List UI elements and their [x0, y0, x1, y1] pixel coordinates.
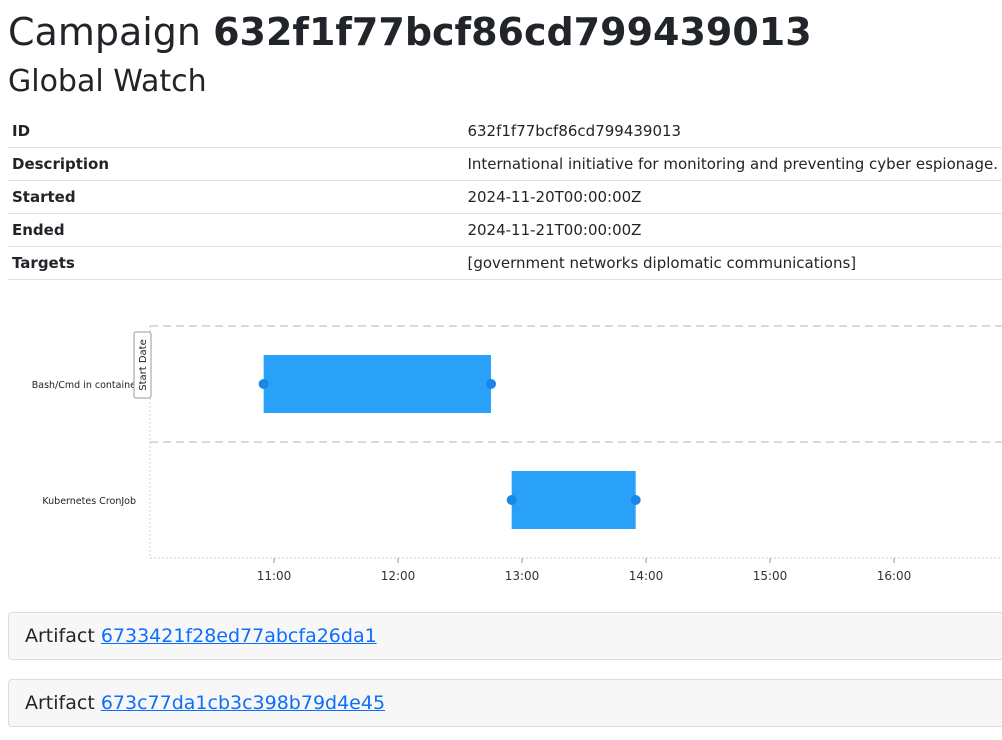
bar-start-point[interactable] [258, 379, 269, 389]
timeline-chart[interactable]: 11:00 12:00 13:00 14:00 15:00 16:00 Bash/Cmd i… [0, 318, 1002, 598]
campaign-info-table: ID 632f1f77bcf86cd799439013 Description … [8, 115, 1002, 280]
info-key: Targets [8, 246, 464, 280]
title-prefix: Campaign [8, 10, 202, 54]
artifact-label: Artifact [25, 625, 95, 647]
info-value: 2024-11-21T00:00:00Z [463, 213, 1002, 247]
info-row-targets: Targets [government networks diplomatic … [8, 246, 1002, 280]
x-tick-label: 12:00 [381, 569, 416, 583]
info-row-id: ID 632f1f77bcf86cd799439013 [8, 115, 1002, 148]
info-key: ID [8, 115, 464, 148]
info-key: Started [8, 180, 464, 214]
x-tick-label: 15:00 [753, 569, 788, 583]
bar-end-point[interactable] [486, 379, 496, 389]
artifact-link[interactable]: 6733421f28ed77abcfa26da1 [100, 625, 377, 647]
info-key: Description [8, 147, 464, 181]
info-value: 632f1f77bcf86cd799439013 [463, 115, 1002, 148]
x-tick-label: 11:00 [257, 569, 292, 583]
category-label: Kubernetes CronJob [42, 496, 136, 507]
artifact-label: Artifact [25, 692, 95, 714]
bar-start-point[interactable] [506, 495, 517, 505]
info-key: Ended [8, 213, 464, 247]
timeline-chart-svg[interactable]: 11:00 12:00 13:00 14:00 15:00 16:00 Bash/Cmd i… [0, 318, 1002, 598]
start-date-tag: Start Date [138, 339, 149, 391]
x-tick-label: 13:00 [505, 569, 540, 583]
info-value: 2024-11-20T00:00:00Z [463, 180, 1002, 214]
category-label: Bash/Cmd in containe [32, 380, 136, 391]
artifact-card: Artifact 673c77da1cb3c398b79d4e45 [8, 679, 1002, 727]
info-row-description: Description International initiative for… [8, 147, 1002, 181]
x-tick-label: 16:00 [877, 569, 912, 583]
artifact-link[interactable]: 673c77da1cb3c398b79d4e45 [100, 692, 386, 714]
campaign-name: Global Watch [8, 64, 207, 99]
artifact-card: Artifact 6733421f28ed77abcfa26da1 [8, 612, 1002, 660]
info-row-started: Started 2024-11-20T00:00:00Z [8, 180, 1002, 214]
x-tick-label: 14:00 [629, 569, 664, 583]
page-title: Campaign 632f1f77bcf86cd799439013 [8, 8, 812, 56]
timeline-bar[interactable] [511, 471, 636, 529]
info-value: International initiative for monitoring … [463, 147, 1002, 181]
info-row-ended: Ended 2024-11-21T00:00:00Z [8, 213, 1002, 247]
start-date-tag-box [133, 331, 152, 399]
campaign-id-heading: 632f1f77bcf86cd799439013 [213, 10, 812, 54]
info-value: [government networks diplomatic communic… [463, 246, 1002, 280]
bar-end-point[interactable] [630, 495, 641, 505]
timeline-bar[interactable] [263, 355, 491, 413]
